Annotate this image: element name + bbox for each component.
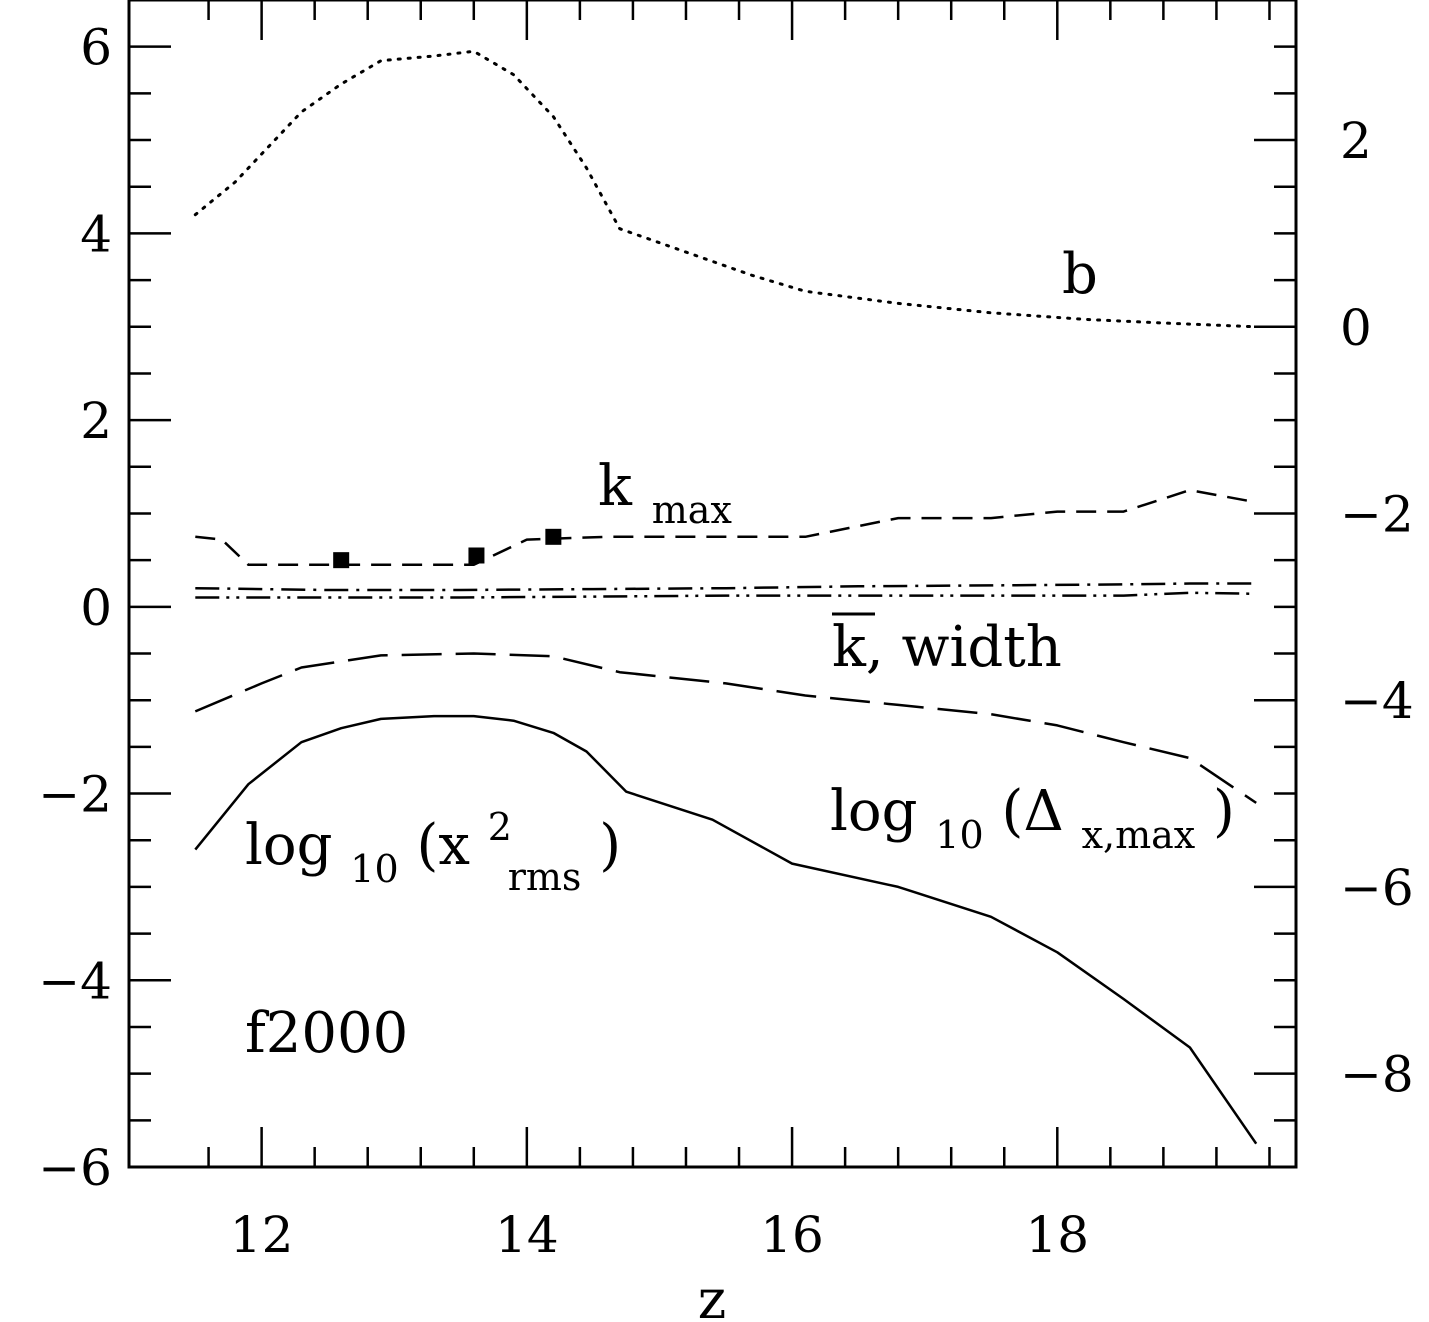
label-run-name: f2000 bbox=[245, 1001, 408, 1066]
label-log-xrms-sub: rms bbox=[508, 855, 582, 899]
x-tick-label: 18 bbox=[1025, 1206, 1089, 1264]
y-left-tick-label: 6 bbox=[80, 19, 112, 77]
y-left-tick-label: 2 bbox=[80, 392, 112, 450]
marker-k-max-markers bbox=[545, 528, 562, 545]
chart-series bbox=[193, 49, 1258, 1145]
label-log-xrms-sup: 2 bbox=[488, 805, 512, 849]
label-kbar-width: k, width bbox=[832, 615, 1062, 680]
y-right-tick-label: 0 bbox=[1340, 299, 1372, 357]
label-log-delta-sub: x,max bbox=[1082, 813, 1196, 857]
label-log-delta-base: 10 bbox=[935, 813, 983, 857]
y-right-tick-label: −6 bbox=[1340, 859, 1414, 917]
plot-frame bbox=[127, 0, 1298, 1169]
series-k-max bbox=[195, 488, 1257, 567]
y-right-tick-label: −4 bbox=[1340, 672, 1414, 730]
series-log10-x-rms bbox=[194, 714, 1258, 1145]
label-log-xrms: log 10 (x 2 rms ) bbox=[245, 789, 621, 904]
y-right-tick-label: −2 bbox=[1340, 485, 1414, 543]
x-tick-label: 16 bbox=[760, 1206, 824, 1264]
axis-tick-labels: 12 14 16 18 −6 −4 −2 0 2 4 6 −8 −6 −4 −2 0 2 bbox=[38, 19, 1413, 1264]
label-log-xrms-close: ) bbox=[599, 813, 621, 878]
label-log-xrms-base: 10 bbox=[350, 847, 398, 891]
y-left-tick-label: 0 bbox=[80, 579, 112, 637]
series-width bbox=[195, 591, 1257, 599]
y-left-tick-label: −2 bbox=[38, 766, 112, 824]
marker-k-max-markers bbox=[468, 547, 485, 564]
label-kmax-main: k bbox=[598, 454, 633, 519]
label-log-delta: log 10 (Δ x,max ) bbox=[830, 779, 1235, 862]
marker-k-max-markers bbox=[333, 552, 350, 569]
label-log-delta-pre: log bbox=[830, 779, 917, 844]
y-left-tick-label: −4 bbox=[38, 952, 112, 1010]
series-log10-x-max bbox=[194, 652, 1257, 804]
label-kmax: k max bbox=[598, 454, 732, 532]
y-left-tick-label: −6 bbox=[38, 1139, 112, 1197]
series-k-bar bbox=[195, 582, 1257, 592]
y-right-tick-label: 2 bbox=[1340, 112, 1372, 170]
label-log-xrms-open: (x bbox=[416, 813, 469, 878]
label-log-delta-close: ) bbox=[1213, 779, 1235, 844]
series-b bbox=[193, 49, 1258, 329]
x-tick-label: 12 bbox=[230, 1206, 294, 1264]
label-kmax-sub: max bbox=[652, 488, 732, 532]
y-left-tick-label: 4 bbox=[80, 205, 112, 263]
y-right-tick-label: −8 bbox=[1340, 1046, 1414, 1104]
label-b: b bbox=[1062, 242, 1098, 307]
axis-ticks bbox=[129, 0, 1296, 1169]
x-axis-label: z bbox=[698, 1268, 726, 1322]
label-log-delta-open: (Δ bbox=[1001, 779, 1063, 844]
label-log-xrms-pre: log bbox=[245, 813, 332, 878]
x-tick-label: 14 bbox=[495, 1206, 559, 1264]
